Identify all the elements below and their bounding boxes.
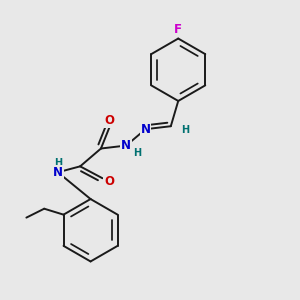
Text: O: O [104, 175, 114, 188]
Text: N: N [140, 123, 151, 136]
Text: H: H [134, 148, 142, 158]
Text: F: F [174, 22, 182, 35]
Text: H: H [181, 125, 189, 135]
Text: H: H [54, 158, 62, 168]
Text: N: N [53, 166, 63, 179]
Text: N: N [121, 139, 131, 152]
Text: O: O [105, 114, 115, 127]
